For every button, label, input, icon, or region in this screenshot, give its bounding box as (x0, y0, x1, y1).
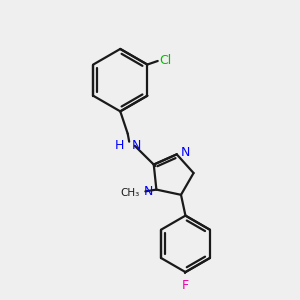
Text: N: N (131, 139, 141, 152)
Text: N: N (144, 184, 153, 198)
Text: Cl: Cl (159, 54, 171, 67)
Text: N: N (180, 146, 190, 159)
Text: CH₃: CH₃ (121, 188, 140, 198)
Text: H: H (115, 139, 124, 152)
Text: F: F (182, 279, 189, 292)
